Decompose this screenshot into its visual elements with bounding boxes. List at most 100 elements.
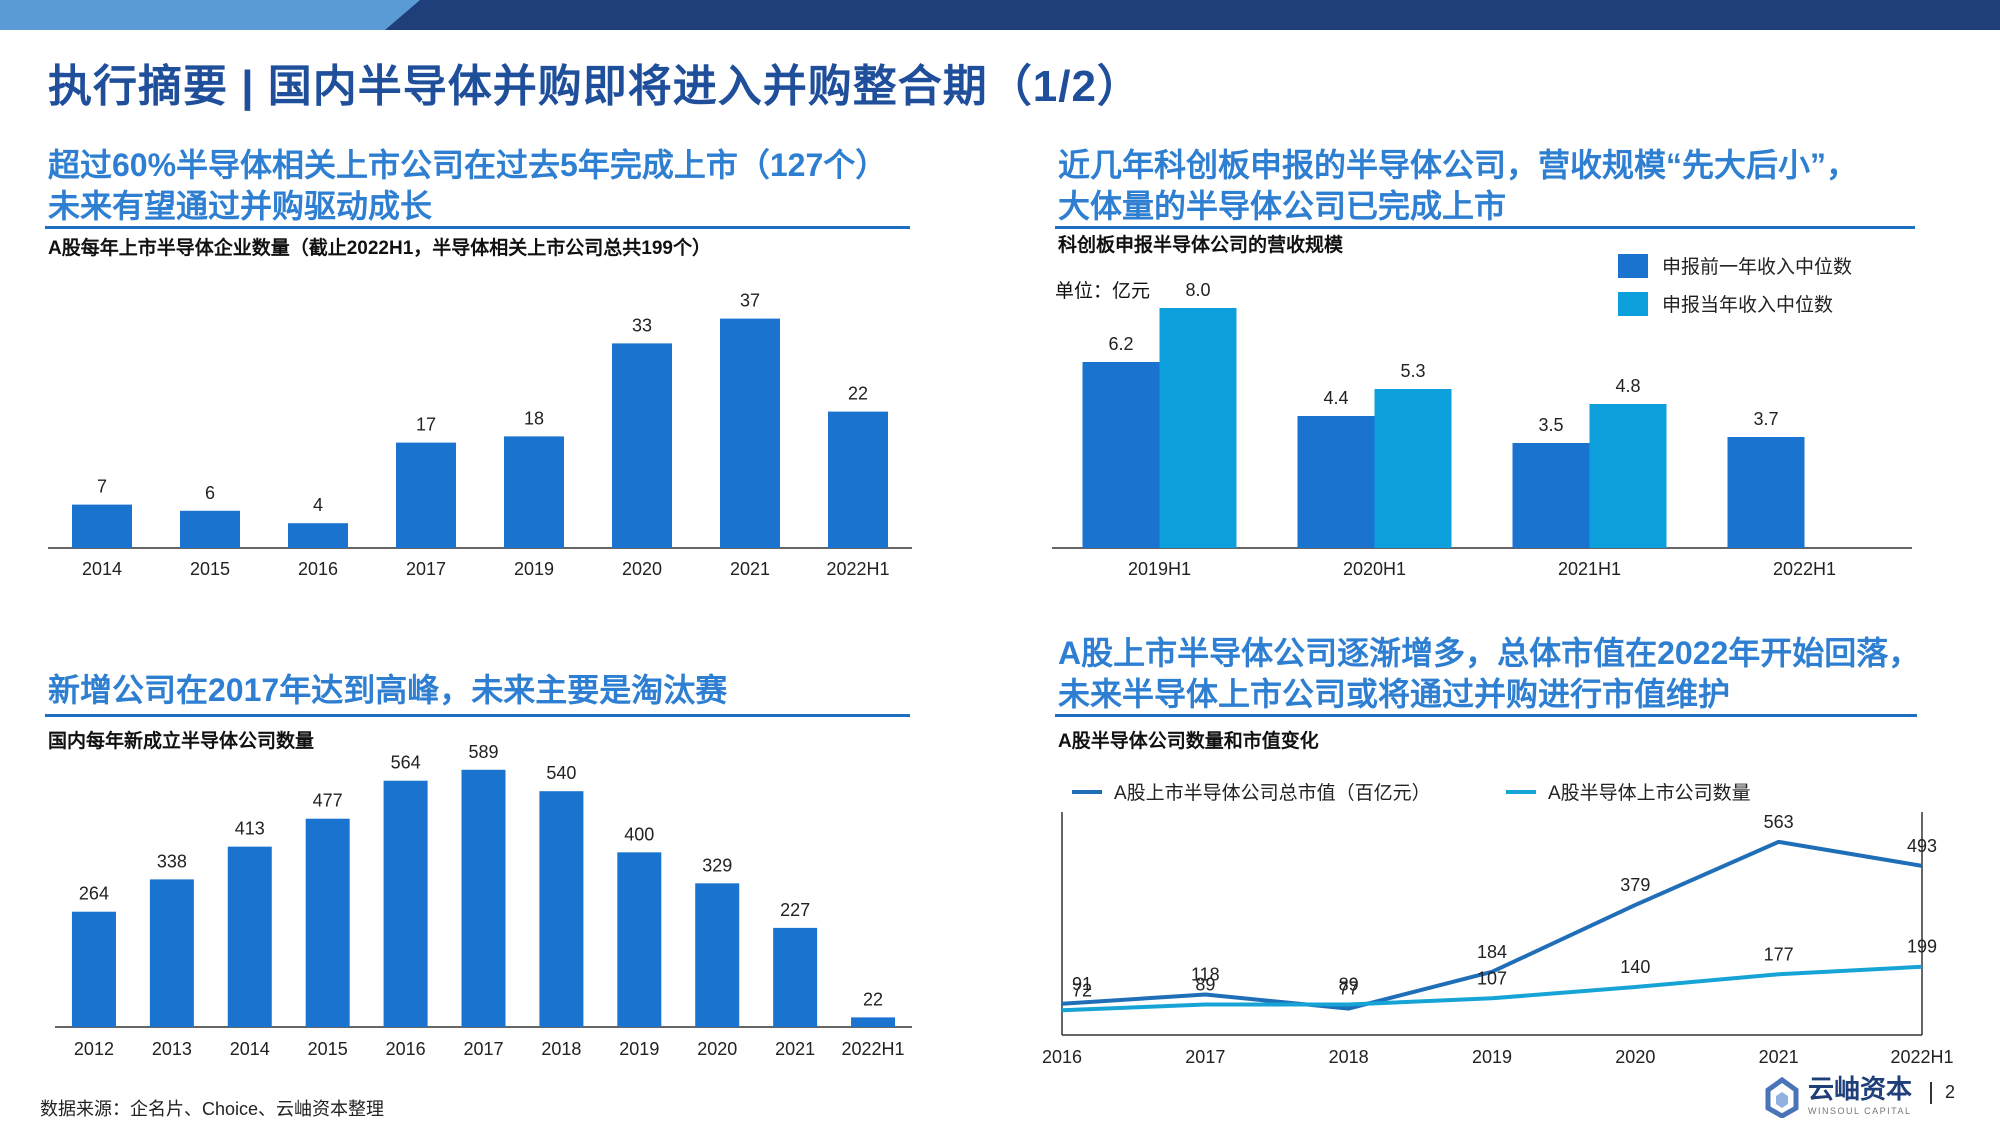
series-line <box>1061 964 1923 1013</box>
data-label: 72 <box>1072 980 1092 1000</box>
tl-heading-1: 超过60%半导体相关上市公司在过去5年完成上市（127个） <box>48 147 888 183</box>
data-label: 22 <box>848 384 868 404</box>
legend-label: 申报当年收入中位数 <box>1662 294 1833 316</box>
data-label: 22 <box>863 989 883 1009</box>
x-tick-label: 2021 <box>1759 1047 1799 1067</box>
tr-rule <box>1055 226 1915 229</box>
bar <box>504 436 564 548</box>
tr-heading-2: 大体量的半导体公司已完成上市 <box>1058 188 1507 224</box>
x-tick-label: 2019H1 <box>1128 559 1191 579</box>
data-label: 17 <box>416 415 436 435</box>
legend-swatch <box>1618 292 1648 316</box>
tr-unit: 单位：亿元 <box>1055 281 1151 302</box>
logo-name: 云岫资本 <box>1808 1074 1912 1104</box>
x-tick-label: 2020 <box>1615 1047 1655 1067</box>
data-label: 89 <box>1195 974 1215 994</box>
bar <box>695 883 740 1027</box>
x-tick-label: 2022H1 <box>1773 559 1836 579</box>
data-label: 400 <box>624 824 654 844</box>
legend-label: 申报前一年收入中位数 <box>1662 256 1852 278</box>
bar <box>720 318 780 548</box>
logo-en: WINSOUL CAPITAL <box>1808 1106 1912 1116</box>
legend-swatch <box>1618 254 1648 278</box>
x-tick-label: 2012 <box>74 1039 114 1059</box>
tl-subtitle: A股每年上市半导体企业数量（截止2022H1，半导体相关上市公司总共199个） <box>48 238 711 259</box>
bar <box>1159 308 1237 548</box>
bar <box>1512 443 1590 548</box>
data-label: 37 <box>740 291 760 311</box>
tl-rule <box>45 226 910 229</box>
data-label: 199 <box>1907 937 1937 957</box>
x-tick-label: 2022H1 <box>842 1039 905 1059</box>
x-tick-label: 2022H1 <box>826 559 889 579</box>
bl-rule <box>45 714 910 717</box>
legend-label: A股上市半导体公司总市值（百亿元） <box>1114 782 1431 804</box>
x-tick-label: 2019 <box>619 1039 659 1059</box>
bar <box>396 442 456 548</box>
x-tick-label: 2018 <box>541 1039 581 1059</box>
data-label: 4.8 <box>1615 376 1640 396</box>
data-label: 107 <box>1477 968 1507 988</box>
data-label: 329 <box>702 855 732 875</box>
x-tick-label: 2016 <box>1042 1047 1082 1067</box>
bl-heading-1: 新增公司在2017年达到高峰，未来主要是淘汰赛 <box>48 672 728 708</box>
bar <box>1374 389 1452 548</box>
top-bar-light <box>0 0 420 30</box>
data-label: 227 <box>780 900 810 920</box>
data-label: 140 <box>1620 957 1650 977</box>
bar <box>305 818 350 1027</box>
bar <box>288 523 348 548</box>
bar <box>1589 404 1667 548</box>
br-subtitle: A股半导体公司数量和市值变化 <box>1058 731 1319 752</box>
data-label: 91 <box>1072 974 1092 994</box>
tl-heading-2: 未来有望通过并购驱动成长 <box>48 188 433 224</box>
x-tick-label: 2015 <box>308 1039 348 1059</box>
data-source-note: 数据来源：企名片、Choice、云岫资本整理 <box>40 1099 385 1119</box>
tr-heading-1: 近几年科创板申报的半导体公司，营收规模“先大后小”， <box>1058 147 1859 183</box>
bar <box>773 927 818 1027</box>
data-label: 7 <box>97 477 107 497</box>
page-title: 执行摘要 | 国内半导体并购即将进入并购整合期（1/2） <box>48 62 1142 111</box>
data-label: 413 <box>235 819 265 839</box>
x-tick-label: 2019 <box>514 559 554 579</box>
bar <box>227 846 272 1027</box>
x-tick-label: 2017 <box>1185 1047 1225 1067</box>
data-label: 3.5 <box>1538 415 1563 435</box>
br-heading-2: 未来半导体上市公司或将通过并购进行市值维护 <box>1058 676 1731 712</box>
x-tick-label: 2017 <box>406 559 446 579</box>
page-number: 2 <box>1945 1082 1956 1102</box>
chart-star-market-revenue: 6.2 8.0 2019H1 4.4 5.3 2020H1 3.5 4.8 2021H1 3.7 2… <box>1052 254 1912 579</box>
chart-count-and-marketcap: 91 118 77 184 379 563 493 72 89 89 107 140 177 199 201… <box>1042 782 1954 1067</box>
bar <box>72 504 132 548</box>
data-label: 89 <box>1339 974 1359 994</box>
br-rule <box>1055 714 1917 717</box>
bar <box>617 852 662 1027</box>
x-tick-label: 2020 <box>622 559 662 579</box>
bar <box>539 791 584 1027</box>
data-label: 477 <box>313 791 343 811</box>
x-tick-label: 2019 <box>1472 1047 1512 1067</box>
x-tick-label: 2020H1 <box>1343 559 1406 579</box>
data-label: 6.2 <box>1108 334 1133 354</box>
data-label: 4.4 <box>1323 388 1348 408</box>
tr-subtitle: 科创板申报半导体公司的营收规模 <box>1058 235 1344 256</box>
x-tick-label: 2014 <box>230 1039 270 1059</box>
x-tick-label: 2018 <box>1329 1047 1369 1067</box>
data-label: 589 <box>468 742 498 762</box>
bar <box>828 411 888 548</box>
x-tick-label: 2016 <box>298 559 338 579</box>
data-label: 184 <box>1477 942 1507 962</box>
bar <box>180 510 240 548</box>
x-tick-label: 2014 <box>82 559 122 579</box>
x-tick-label: 2021 <box>775 1039 815 1059</box>
x-tick-label: 2015 <box>190 559 230 579</box>
chart-annual-listings: 7 2014 6 2015 4 2016 17 2017 18 2019 33 2020 37 2021 2… <box>48 291 912 579</box>
data-label: 33 <box>632 315 652 335</box>
bar <box>461 769 506 1027</box>
x-tick-label: 2013 <box>152 1039 192 1059</box>
company-logo: 云岫资本 WINSOUL CAPITAL <box>1760 1068 1920 1119</box>
x-tick-label: 2020 <box>697 1039 737 1059</box>
bar <box>149 879 194 1027</box>
bar <box>383 780 428 1027</box>
x-tick-label: 2021H1 <box>1558 559 1621 579</box>
